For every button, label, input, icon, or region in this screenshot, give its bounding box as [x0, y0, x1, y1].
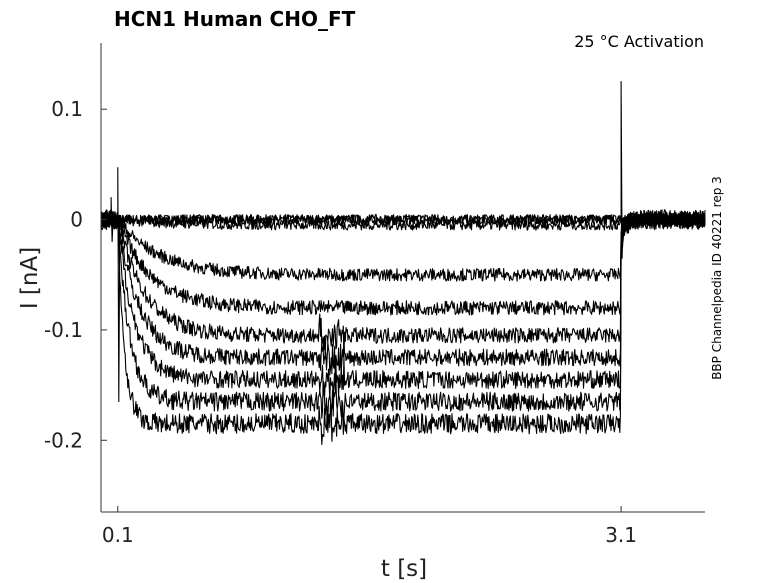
transient-spike-1 [117, 167, 121, 403]
side-id-label: BBP Channelpedia ID 40221 rep 3 [710, 176, 724, 380]
trace-line-3 [100, 214, 706, 231]
trace-line-2 [100, 214, 706, 226]
trace-line-9 [100, 209, 706, 424]
x-tick-label: 3.1 [605, 523, 637, 547]
trace-line-10 [100, 209, 706, 445]
ticks-group: 0.1 0 -0.1 -0.2 0.1 3.1 [44, 97, 637, 547]
trace-line-8 [100, 210, 706, 400]
transient-spike-2 [620, 81, 624, 259]
traces-group [100, 81, 706, 445]
x-tick-label: 0.1 [102, 523, 134, 547]
chart-title: HCN1 Human CHO_FT [114, 7, 356, 31]
transient-spike-3 [110, 196, 114, 243]
y-axis-label: I [nA] [17, 247, 43, 309]
trace-line-5 [100, 211, 706, 316]
y-tick-label: 0.1 [51, 97, 83, 121]
y-tick-label: 0 [70, 208, 83, 232]
y-tick-label: -0.2 [44, 428, 83, 452]
chart-subtitle: 25 °C Activation [574, 32, 704, 51]
trace-line-7 [100, 210, 706, 376]
x-axis-label: t [s] [381, 556, 427, 582]
trace-line-4 [100, 212, 706, 282]
trace-line-6 [100, 211, 706, 360]
y-tick-label: -0.1 [44, 318, 83, 342]
